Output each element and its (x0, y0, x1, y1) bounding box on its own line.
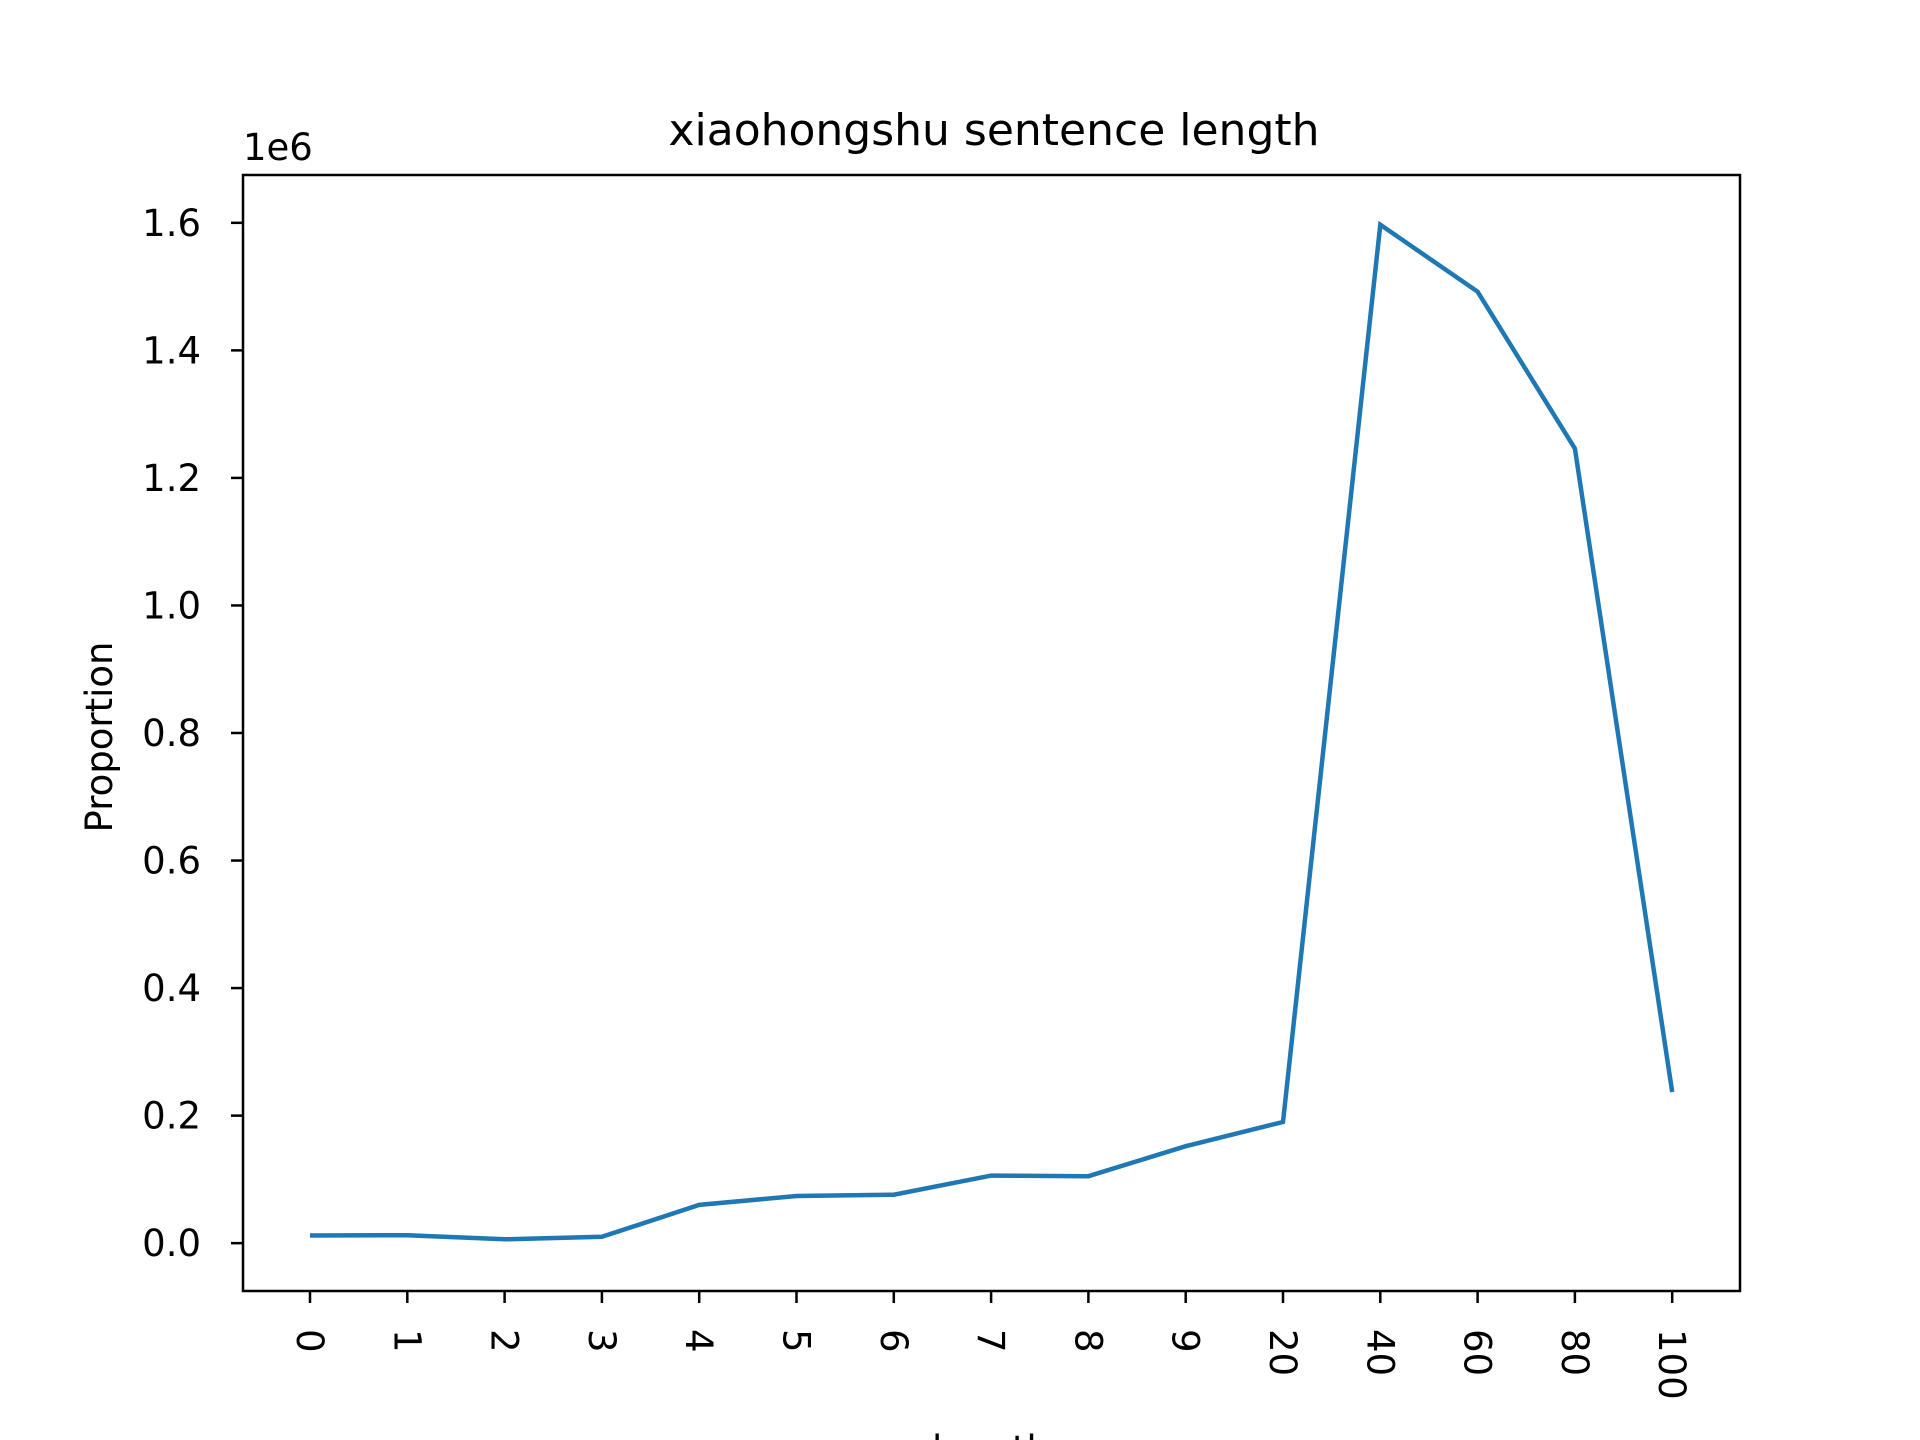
x-tick-label: 1 (385, 1329, 428, 1353)
y-tick-label: 1.6 (142, 202, 201, 245)
x-tick-label: 3 (580, 1329, 623, 1353)
y-tick-label: 0.4 (142, 967, 201, 1010)
x-tick-label: 7 (969, 1329, 1012, 1353)
plot-area: 0.0 0.2 0.4 0.6 0.8 1.0 1.2 1.4 1.6 0 1 2 3 4 5 6 7 8 9 20 4… (142, 202, 1693, 1400)
plot-frame (241, 173, 1742, 1293)
y-axis-multiplier: 1e6 (243, 126, 313, 169)
y-tick-label: 1.0 (142, 584, 201, 627)
y-tick-label: 0.6 (142, 840, 201, 883)
x-tick-label: 9 (1164, 1329, 1207, 1353)
x-tick-label: 5 (775, 1329, 818, 1353)
x-axis-label: length (932, 1428, 1050, 1440)
y-tick-label: 1.2 (142, 457, 201, 500)
x-tick-label: 80 (1553, 1329, 1596, 1376)
x-tick-label: 4 (677, 1329, 720, 1353)
y-tick-label: 1.4 (142, 329, 201, 372)
chart-title: xiaohongshu sentence length (668, 105, 1319, 156)
x-tick-label: 2 (483, 1329, 526, 1353)
x-tick-label: 8 (1066, 1329, 1109, 1353)
y-tick-label: 0.8 (142, 712, 201, 755)
y-axis-label: Proportion (78, 642, 121, 833)
x-tick-label: 60 (1456, 1329, 1499, 1376)
x-tick-label: 0 (288, 1329, 331, 1353)
x-tick-label: 20 (1261, 1329, 1304, 1376)
y-tick-label: 0.2 (142, 1095, 201, 1138)
x-tick-label: 40 (1358, 1329, 1401, 1376)
x-tick-label: 6 (872, 1329, 915, 1353)
y-tick-label: 0.0 (142, 1222, 201, 1265)
series-line (309, 220, 1675, 1242)
x-tick-label: 100 (1650, 1329, 1693, 1400)
